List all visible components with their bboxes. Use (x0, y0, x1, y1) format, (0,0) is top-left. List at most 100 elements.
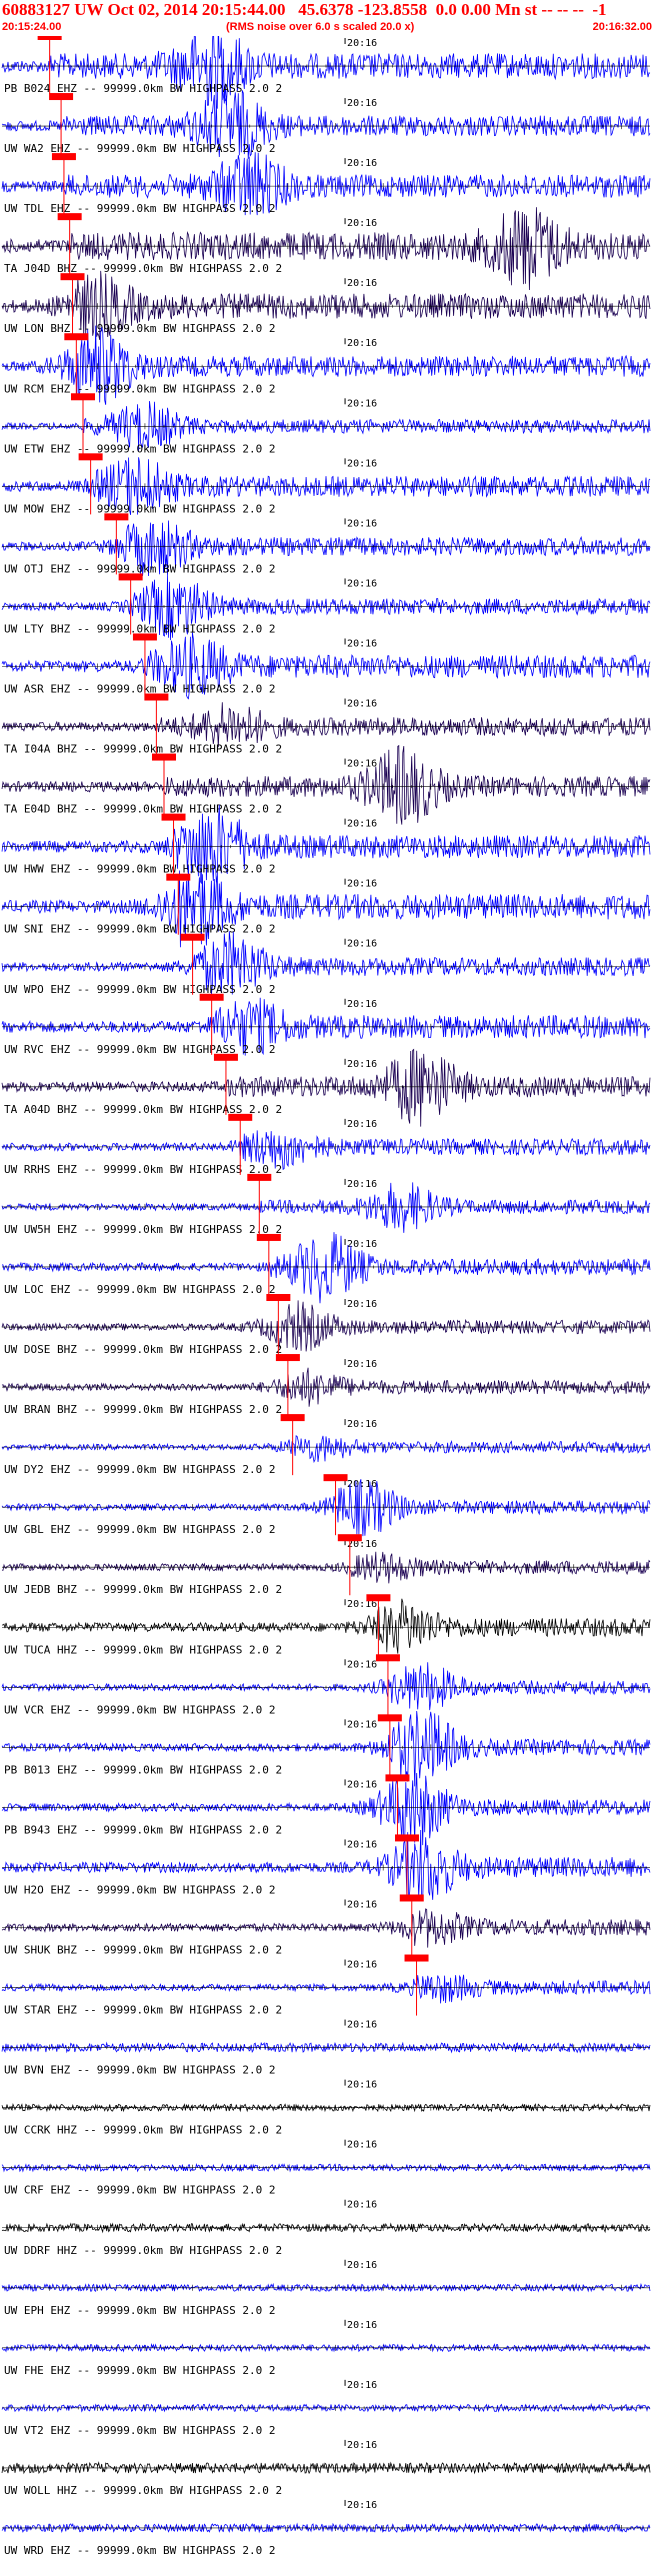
trace-row: 20:16 UW LOC EHZ -- 99999.0km BW HIGHPASS… (1, 1232, 651, 1304)
waveform-line (1, 207, 651, 291)
trace-label: UW FHE EHZ -- 99999.0km BW HIGHPASS 2.0 … (4, 2364, 276, 2377)
seismogram-plot: 20:16 PB B024 EHZ -- 99999.0km BW HIGHPAS… (1, 36, 651, 2557)
trace-label: UW SNI EHZ -- 99999.0km BW HIGHPASS 2.0 … (4, 923, 276, 936)
trace-label: PB B024 EHZ -- 99999.0km BW HIGHPASS 2.0… (4, 82, 282, 95)
waveform-line (1, 457, 651, 515)
trace-label: UW DOSE BHZ -- 99999.0km BW HIGHPASS 2.0… (4, 1343, 282, 1356)
minute-tick-label: 20:16 (347, 158, 377, 169)
trace-label: UW RRHS EHZ -- 99999.0km BW HIGHPASS 2.0… (4, 1163, 282, 1176)
waveform-line (1, 2222, 651, 2234)
minute-tick-label: 20:16 (347, 398, 377, 409)
trace-row: 20:16 UW VT2 EHZ -- 99999.0km BW HIGHPASS… (1, 2379, 651, 2437)
trace-row: 20:16 UW CRF EHZ -- 99999.0km BW HIGHPASS… (1, 2139, 651, 2197)
waveform-line (1, 1435, 651, 1464)
minute-tick-label: 20:16 (347, 1539, 377, 1550)
start-time-label: 20:15:24.00 (2, 21, 62, 33)
waveform-line (1, 1772, 651, 1846)
trace-row: 20:16 UW TDL EHZ -- 99999.0km BW HIGHPASS… (1, 152, 651, 216)
minute-tick-label: 20:16 (347, 2500, 377, 2511)
trace-label: UW CCRK HHZ -- 99999.0km BW HIGHPASS 2.0… (4, 2124, 282, 2137)
trace-row: 20:16 UW DOSE BHZ -- 99999.0km BW HIGHPAS… (1, 1294, 651, 1356)
minute-tick-label: 20:16 (347, 1419, 377, 1430)
minute-tick-label: 20:16 (347, 1899, 377, 1910)
minute-tick-label: 20:16 (347, 1239, 377, 1250)
trace-label: UW WA2 EHZ -- 99999.0km BW HIGHPASS 2.0 … (4, 142, 276, 155)
waveform-line (1, 2342, 651, 2353)
trace-label: UW VCR EHZ -- 99999.0km BW HIGHPASS 2.0 … (4, 1703, 276, 1716)
trace-label: UW BRAN BHZ -- 99999.0km BW HIGHPASS 2.0… (4, 1403, 282, 1416)
trace-row: 20:16 UW ASR EHZ -- 99999.0km BW HIGHPASS… (1, 632, 651, 700)
trace-row: 20:16 UW WRD EHZ -- 99999.0km BW HIGHPASS… (1, 2499, 651, 2557)
trace-label: UW VT2 EHZ -- 99999.0km BW HIGHPASS 2.0 … (4, 2424, 276, 2437)
minute-tick-label: 20:16 (347, 819, 377, 830)
waveform-line (1, 744, 651, 825)
waveform-line (1, 36, 651, 109)
trace-row: 20:16 UW EPH EHZ -- 99999.0km BW HIGHPASS… (1, 2259, 651, 2317)
trace-row: 20:16 UW DY2 EHZ -- 99999.0km BW HIGHPASS… (1, 1414, 651, 1476)
waveform-line (1, 632, 651, 700)
minute-tick-label: 20:16 (347, 939, 377, 950)
trace-label: UW MOW EHZ -- 99999.0km BW HIGHPASS 2.0 … (4, 502, 276, 515)
minute-tick-label: 20:16 (347, 98, 377, 109)
waveform-line (1, 1130, 651, 1170)
trace-label: UW TDL EHZ -- 99999.0km BW HIGHPASS 2.0 … (4, 202, 276, 215)
minute-tick-label: 20:16 (347, 1960, 377, 1971)
trace-row: 20:16 TA I04A BHZ -- 99999.0km BW HIGHPAS… (1, 693, 651, 756)
minute-tick-label: 20:16 (347, 338, 377, 349)
waveform-line (1, 1300, 651, 1352)
trace-label: UW WOLL HHZ -- 99999.0km BW HIGHPASS 2.0… (4, 2484, 282, 2497)
trace-label: UW EPH EHZ -- 99999.0km BW HIGHPASS 2.0 … (4, 2304, 276, 2317)
waveform-line (1, 1908, 651, 1948)
trace-row: 20:16 UW BVN EHZ -- 99999.0km BW HIGHPASS… (1, 2019, 651, 2077)
trace-group: 20:16 PB B024 EHZ -- 99999.0km BW HIGHPAS… (1, 36, 651, 2557)
minute-tick-label: 20:16 (347, 699, 377, 710)
trace-row: 20:16 UW FHE EHZ -- 99999.0km BW HIGHPASS… (1, 2319, 651, 2377)
trace-label: UW LTY BHZ -- 99999.0km BW HIGHPASS 2.0 … (4, 622, 276, 635)
trace-row: 20:16 UW RRHS EHZ -- 99999.0km BW HIGHPAS… (1, 1113, 651, 1176)
trace-label: UW SHUK BHZ -- 99999.0km BW HIGHPASS 2.0… (4, 1944, 282, 1957)
minute-tick-label: 20:16 (347, 1599, 377, 1610)
minute-tick-label: 20:16 (347, 1299, 377, 1310)
trace-label: UW RCM EHZ -- 99999.0km BW HIGHPASS 2.0 … (4, 382, 276, 395)
waveform-line (1, 931, 651, 995)
trace-label: UW DY2 EHZ -- 99999.0km BW HIGHPASS 2.0 … (4, 1463, 276, 1476)
minute-tick-label: 20:16 (347, 578, 377, 589)
trace-label: UW LOC EHZ -- 99999.0km BW HIGHPASS 2.0 … (4, 1283, 276, 1296)
trace-label: UW WPO EHZ -- 99999.0km BW HIGHPASS 2.0 … (4, 983, 276, 996)
minute-tick-label: 20:16 (347, 2140, 377, 2151)
trace-row: 20:16 UW VCR EHZ -- 99999.0km BW HIGHPASS… (1, 1654, 651, 1716)
waveform-line (1, 575, 651, 641)
trace-row: 20:16 UW RVC EHZ -- 99999.0km BW HIGHPASS… (1, 993, 651, 1056)
trace-row: 20:16 UW JEDB BHZ -- 99999.0km BW HIGHPAS… (1, 1534, 651, 1596)
trace-row: 20:16 UW WOLL HHZ -- 99999.0km BW HIGHPAS… (1, 2439, 651, 2497)
waveform-line (1, 1598, 651, 1654)
minute-tick-label: 20:16 (347, 1839, 377, 1850)
trace-label: UW CRF EHZ -- 99999.0km BW HIGHPASS 2.0 … (4, 2184, 276, 2197)
waveform-line (1, 702, 651, 748)
waveform-line (1, 1829, 651, 1902)
trace-row: 20:16 UW HWW EHZ -- 99999.0km BW HIGHPASS… (1, 804, 651, 884)
trace-row: 20:16 UW H2O EHZ -- 99999.0km BW HIGHPASS… (1, 1829, 651, 1902)
minute-tick-label: 20:16 (347, 879, 377, 890)
plot-header: 60883127 UW Oct 02, 2014 20:15:44.00 45.… (0, 0, 656, 36)
minute-tick-label: 20:16 (347, 1779, 377, 1790)
trace-row: 20:16 UW RCM EHZ -- 99999.0km BW HIGHPASS… (1, 325, 651, 405)
trace-row: 20:16 TA A04D BHZ -- 99999.0km BW HIGHPAS… (1, 1048, 651, 1127)
waveform-line (1, 1710, 651, 1787)
minute-tick-label: 20:16 (347, 759, 377, 770)
trace-label: UW WRD EHZ -- 99999.0km BW HIGHPASS 2.0 … (4, 2544, 276, 2557)
trace-label: UW RVC EHZ -- 99999.0km BW HIGHPASS 2.0 … (4, 1043, 276, 1056)
waveform-line (1, 89, 651, 159)
minute-tick-label: 20:16 (347, 1059, 377, 1070)
trace-label: TA E04D BHZ -- 99999.0km BW HIGHPASS 2.0… (4, 803, 282, 816)
waveform-line (1, 997, 651, 1056)
minute-tick-label: 20:16 (347, 2440, 377, 2451)
waveform-line (1, 152, 651, 216)
trace-row: 20:16 UW SNI EHZ -- 99999.0km BW HIGHPASS… (1, 865, 651, 948)
minute-tick-label: 20:16 (347, 2260, 377, 2271)
waveform-line (1, 2041, 651, 2054)
minute-tick-label: 20:16 (347, 2320, 377, 2331)
waveform-line (1, 1551, 651, 1584)
waveform-line (1, 325, 651, 405)
trace-label: UW ETW EHZ -- 99999.0km BW HIGHPASS 2.0 … (4, 442, 276, 455)
